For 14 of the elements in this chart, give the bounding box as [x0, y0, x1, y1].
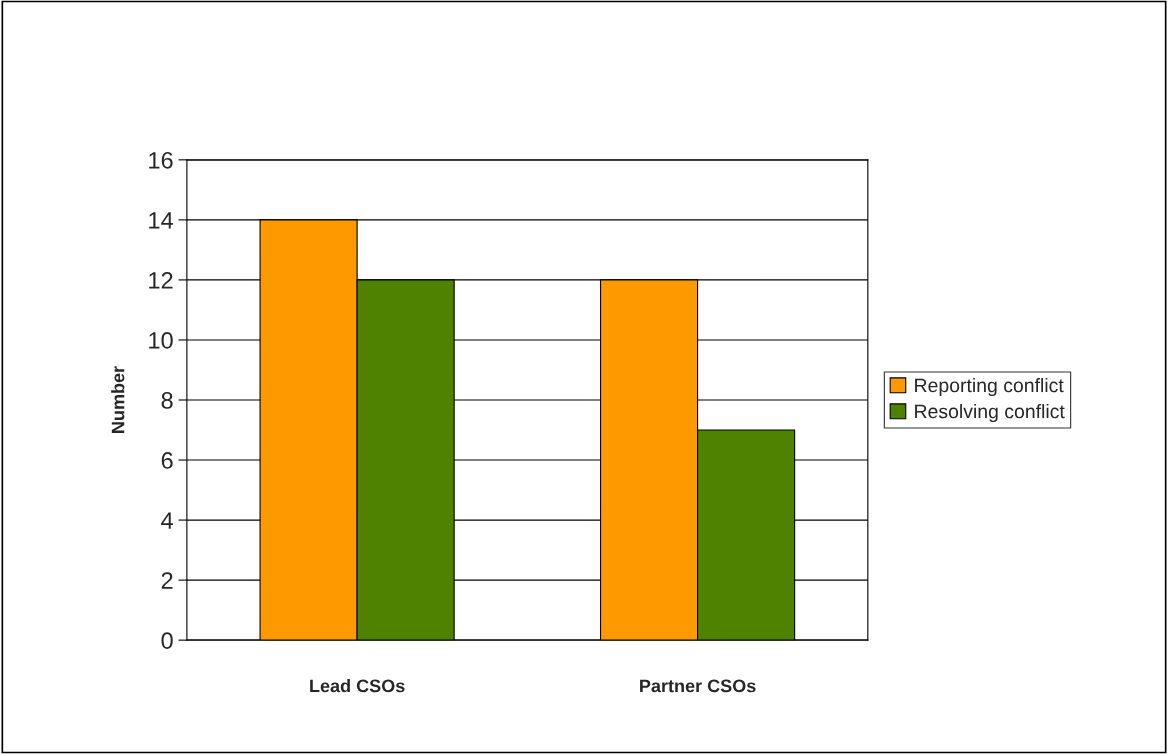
y-tick-label: 6 [161, 452, 173, 469]
y-tick-label: 8 [161, 392, 173, 409]
legend-label: Resolving conflict [915, 403, 1065, 423]
y-axis-title: Number [111, 366, 125, 433]
x-tick-label: Lead CSOs [310, 679, 405, 693]
y-tick-label: 0 [161, 632, 173, 649]
y-tick-label: 16 [149, 151, 173, 169]
y-tick-label: 10 [149, 332, 173, 349]
legend-label: Reporting conflict [915, 377, 1064, 397]
y-tick-label: 2 [161, 572, 173, 589]
y-tick-label: 4 [161, 512, 173, 529]
y-tick-label: 14 [149, 212, 173, 229]
x-tick-label: Partner CSOs [640, 679, 756, 693]
y-tick-label: 12 [149, 271, 173, 289]
